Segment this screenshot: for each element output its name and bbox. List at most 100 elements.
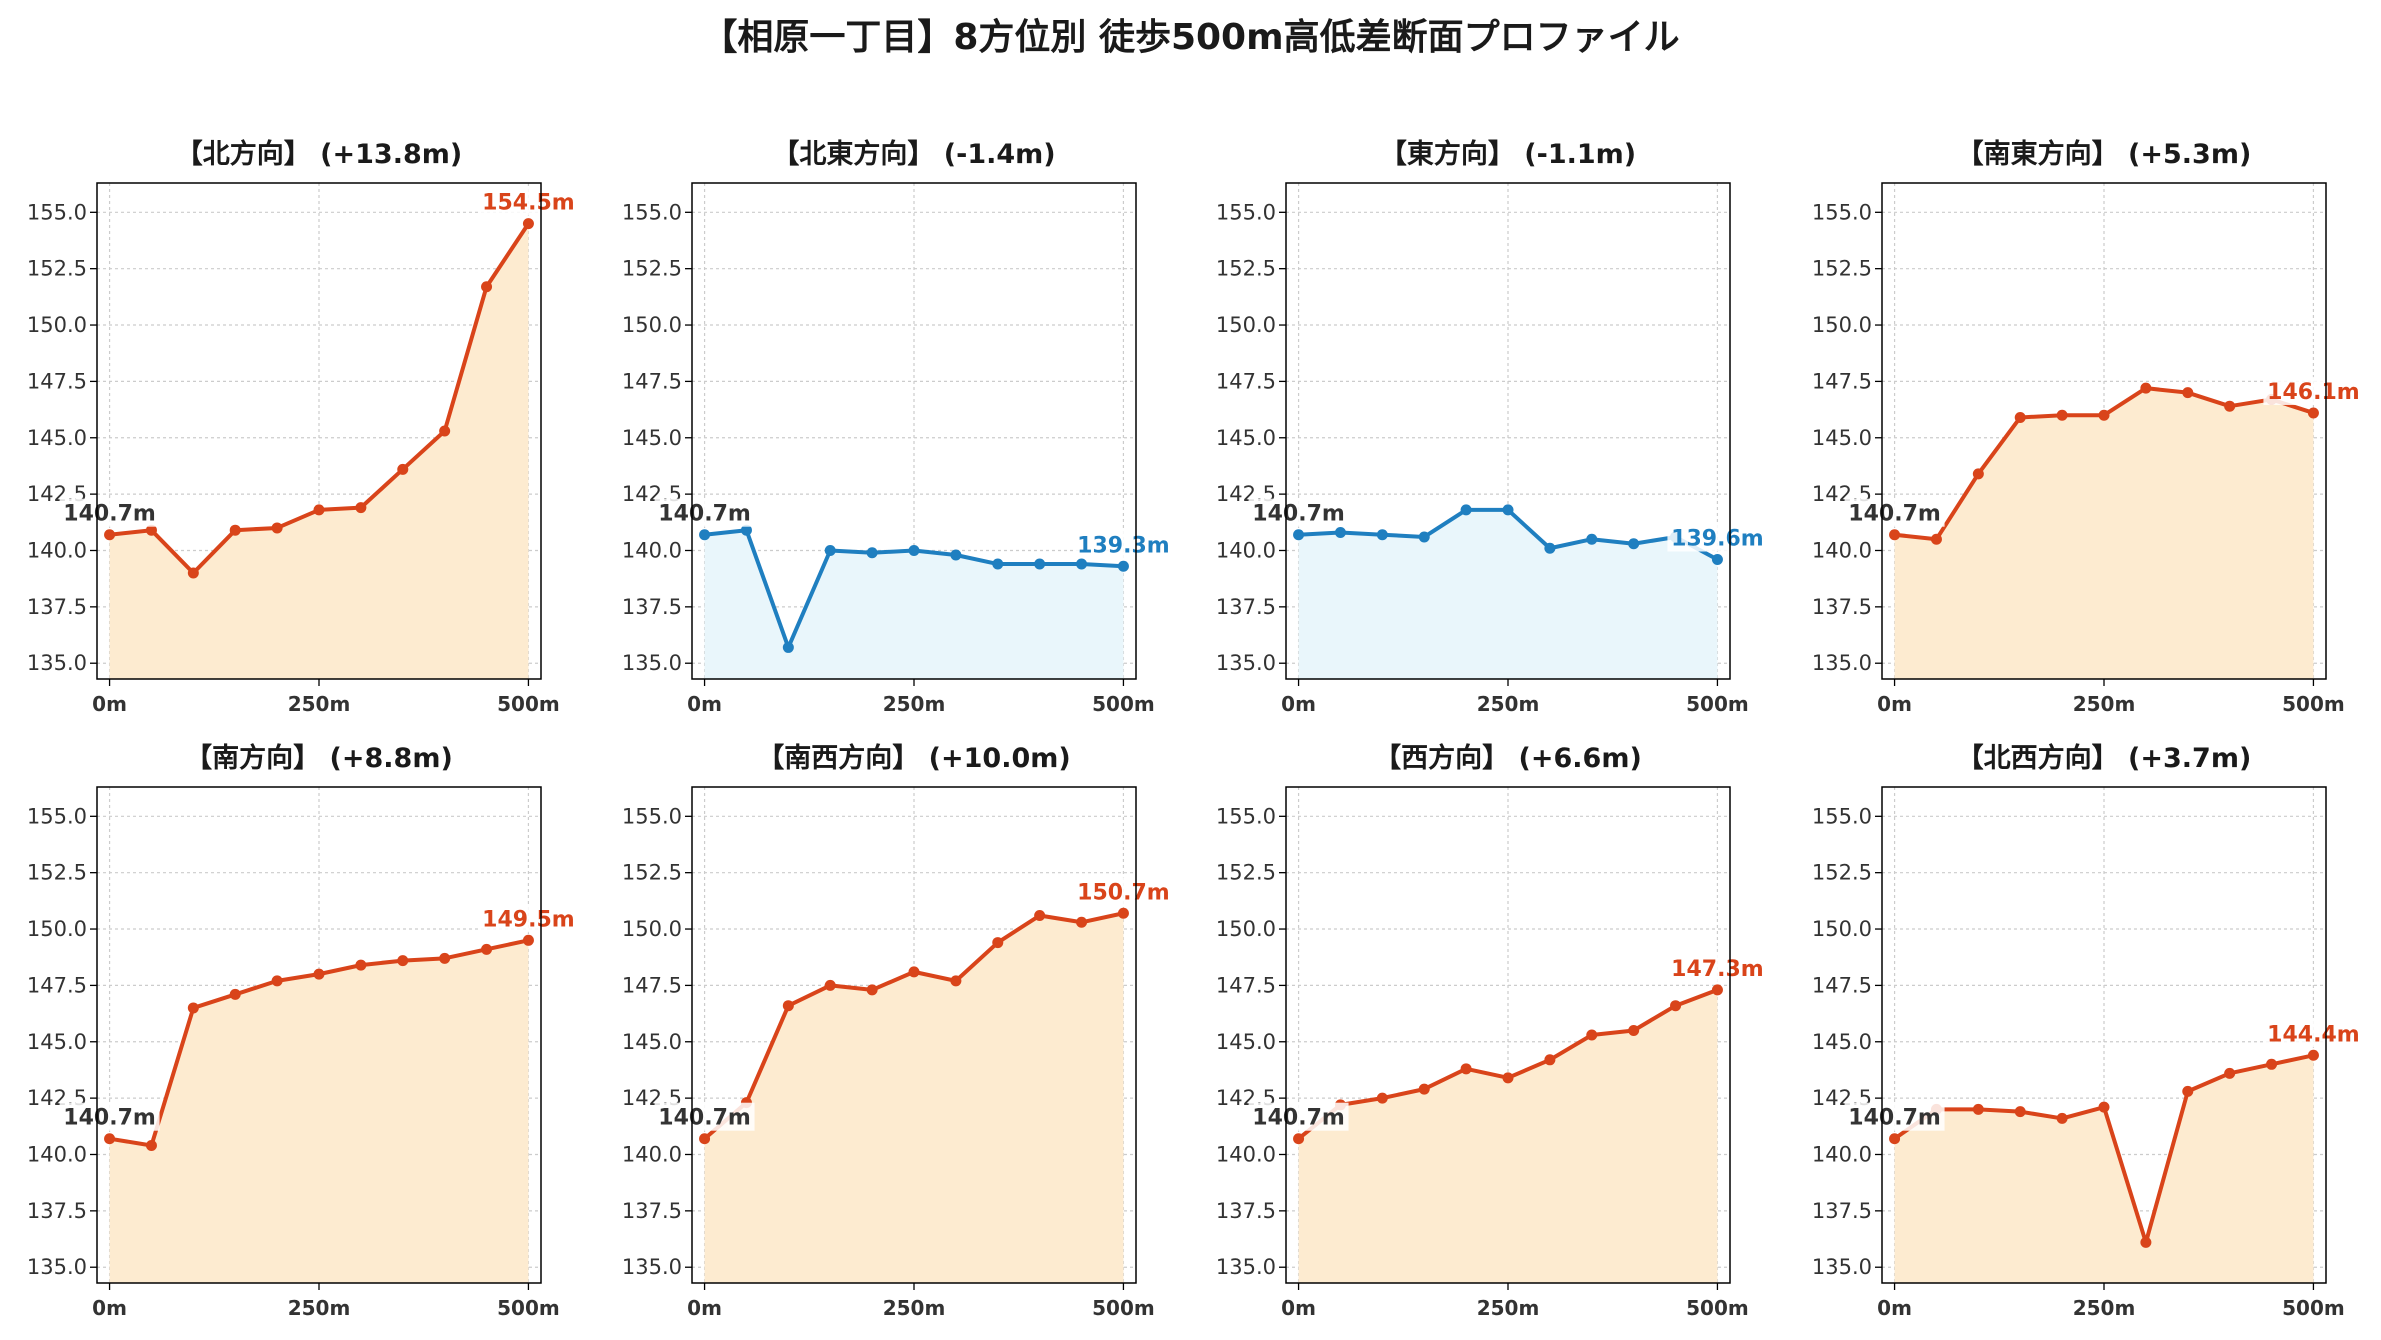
panel-title: 【西方向】 (+6.6m) (1374, 742, 1642, 774)
data-point (1502, 504, 1514, 516)
panel-title: 【南方向】 (+8.8m) (185, 742, 453, 774)
end-elevation-label: 146.1m (2267, 380, 2360, 405)
figure-title: 【相原一丁目】8方位別 徒歩500m高低差断面プロファイル (701, 17, 1680, 58)
data-point (866, 984, 878, 996)
data-point (1293, 1133, 1305, 1145)
label-backdrop (1248, 498, 1349, 527)
data-point (950, 975, 962, 987)
data-point (2014, 1106, 2026, 1118)
label-backdrop (654, 1102, 755, 1131)
data-point (1711, 984, 1723, 996)
area-fill (1894, 388, 2314, 679)
data-point (1586, 1029, 1598, 1041)
plot-frame (96, 786, 542, 1284)
y-tick-label: 140.0 (1812, 538, 1872, 562)
data-point (1628, 538, 1640, 550)
data-point (1889, 529, 1901, 541)
y-tick-label: 140.0 (622, 538, 682, 562)
data-point (2098, 1101, 2110, 1113)
y-tick-label: 155.0 (27, 804, 87, 828)
data-point (1076, 916, 1088, 928)
end-elevation-label: 139.6m (1671, 527, 1764, 552)
profile-panel: 【東方向】 (-1.1m)135.0137.5140.0142.5145.014… (1216, 138, 1768, 716)
data-point (908, 966, 920, 978)
data-point (2056, 409, 2068, 421)
x-tick-label: 250m (883, 692, 946, 716)
data-point (1544, 1054, 1556, 1066)
y-tick-label: 147.5 (622, 369, 682, 393)
label-backdrop (1844, 498, 1945, 527)
data-point (2140, 1236, 2152, 1248)
profile-panel: 【北西方向】 (+3.7m)135.0137.5140.0142.5145.01… (1812, 742, 2364, 1320)
x-tick-label: 250m (883, 1296, 946, 1320)
y-tick-label: 145.0 (1812, 426, 1872, 450)
data-point (397, 463, 409, 475)
y-tick-label: 145.0 (622, 426, 682, 450)
x-tick-label: 0m (687, 692, 722, 716)
profile-panel: 【南西方向】 (+10.0m)135.0137.5140.0142.5145.0… (622, 742, 1174, 1320)
y-tick-label: 140.0 (622, 1142, 682, 1166)
y-tick-label: 137.5 (622, 595, 682, 619)
y-tick-label: 140.0 (27, 1142, 87, 1166)
y-tick-label: 147.5 (27, 369, 87, 393)
data-point (229, 988, 241, 1000)
y-tick-label: 152.5 (1812, 861, 1872, 885)
data-point (1670, 1000, 1682, 1012)
data-point (2182, 1085, 2194, 1097)
area-fill (1298, 509, 1718, 679)
data-point (522, 934, 534, 946)
y-tick-label: 155.0 (1216, 804, 1276, 828)
end-elevation-label: 139.3m (1077, 533, 1170, 558)
data-point (1117, 907, 1129, 919)
data-point (187, 1002, 199, 1014)
start-elevation-label: 140.7m (658, 502, 751, 527)
data-point (2182, 387, 2194, 399)
data-point (2140, 382, 2152, 394)
x-tick-label: 250m (2073, 1296, 2136, 1320)
data-point (1889, 1133, 1901, 1145)
data-point (1972, 468, 1984, 480)
data-point (1586, 533, 1598, 545)
y-tick-label: 152.5 (1216, 257, 1276, 281)
end-elevation-label: 154.5m (482, 191, 575, 216)
start-elevation-label: 140.7m (1252, 1106, 1345, 1131)
profile-panel: 【北方向】 (+13.8m)135.0137.5140.0142.5145.01… (27, 138, 579, 716)
data-point (2224, 400, 2236, 412)
label-backdrop (478, 187, 579, 216)
y-tick-label: 140.0 (1216, 1142, 1276, 1166)
data-point (1972, 1103, 1984, 1115)
y-tick-label: 147.5 (27, 973, 87, 997)
data-point (992, 937, 1004, 949)
data-point (1460, 504, 1472, 516)
data-point (104, 529, 116, 541)
area-fill (109, 940, 529, 1283)
y-tick-label: 140.0 (1216, 538, 1276, 562)
y-tick-label: 155.0 (27, 200, 87, 224)
y-tick-label: 145.0 (622, 1030, 682, 1054)
y-tick-label: 147.5 (622, 973, 682, 997)
data-point (2266, 1058, 2278, 1070)
y-tick-label: 150.0 (27, 917, 87, 941)
data-point (313, 504, 325, 516)
x-tick-label: 500m (497, 692, 560, 716)
data-point (2224, 1067, 2236, 1079)
data-point (271, 975, 283, 987)
data-point (1376, 529, 1388, 541)
data-point (1544, 542, 1556, 554)
y-tick-label: 145.0 (27, 1030, 87, 1054)
data-point (1076, 558, 1088, 570)
label-backdrop (1667, 953, 1768, 982)
start-elevation-label: 140.7m (1848, 502, 1941, 527)
data-point (1460, 1063, 1472, 1075)
label-backdrop (1073, 530, 1174, 559)
data-point (313, 968, 325, 980)
x-tick-label: 500m (2282, 1296, 2345, 1320)
x-tick-label: 250m (288, 1296, 351, 1320)
y-tick-label: 137.5 (1812, 595, 1872, 619)
data-point (1334, 526, 1346, 538)
start-elevation-label: 140.7m (1848, 1106, 1941, 1131)
y-tick-label: 152.5 (1812, 257, 1872, 281)
data-point (782, 1000, 794, 1012)
data-point (104, 1133, 116, 1145)
y-tick-label: 140.0 (27, 538, 87, 562)
